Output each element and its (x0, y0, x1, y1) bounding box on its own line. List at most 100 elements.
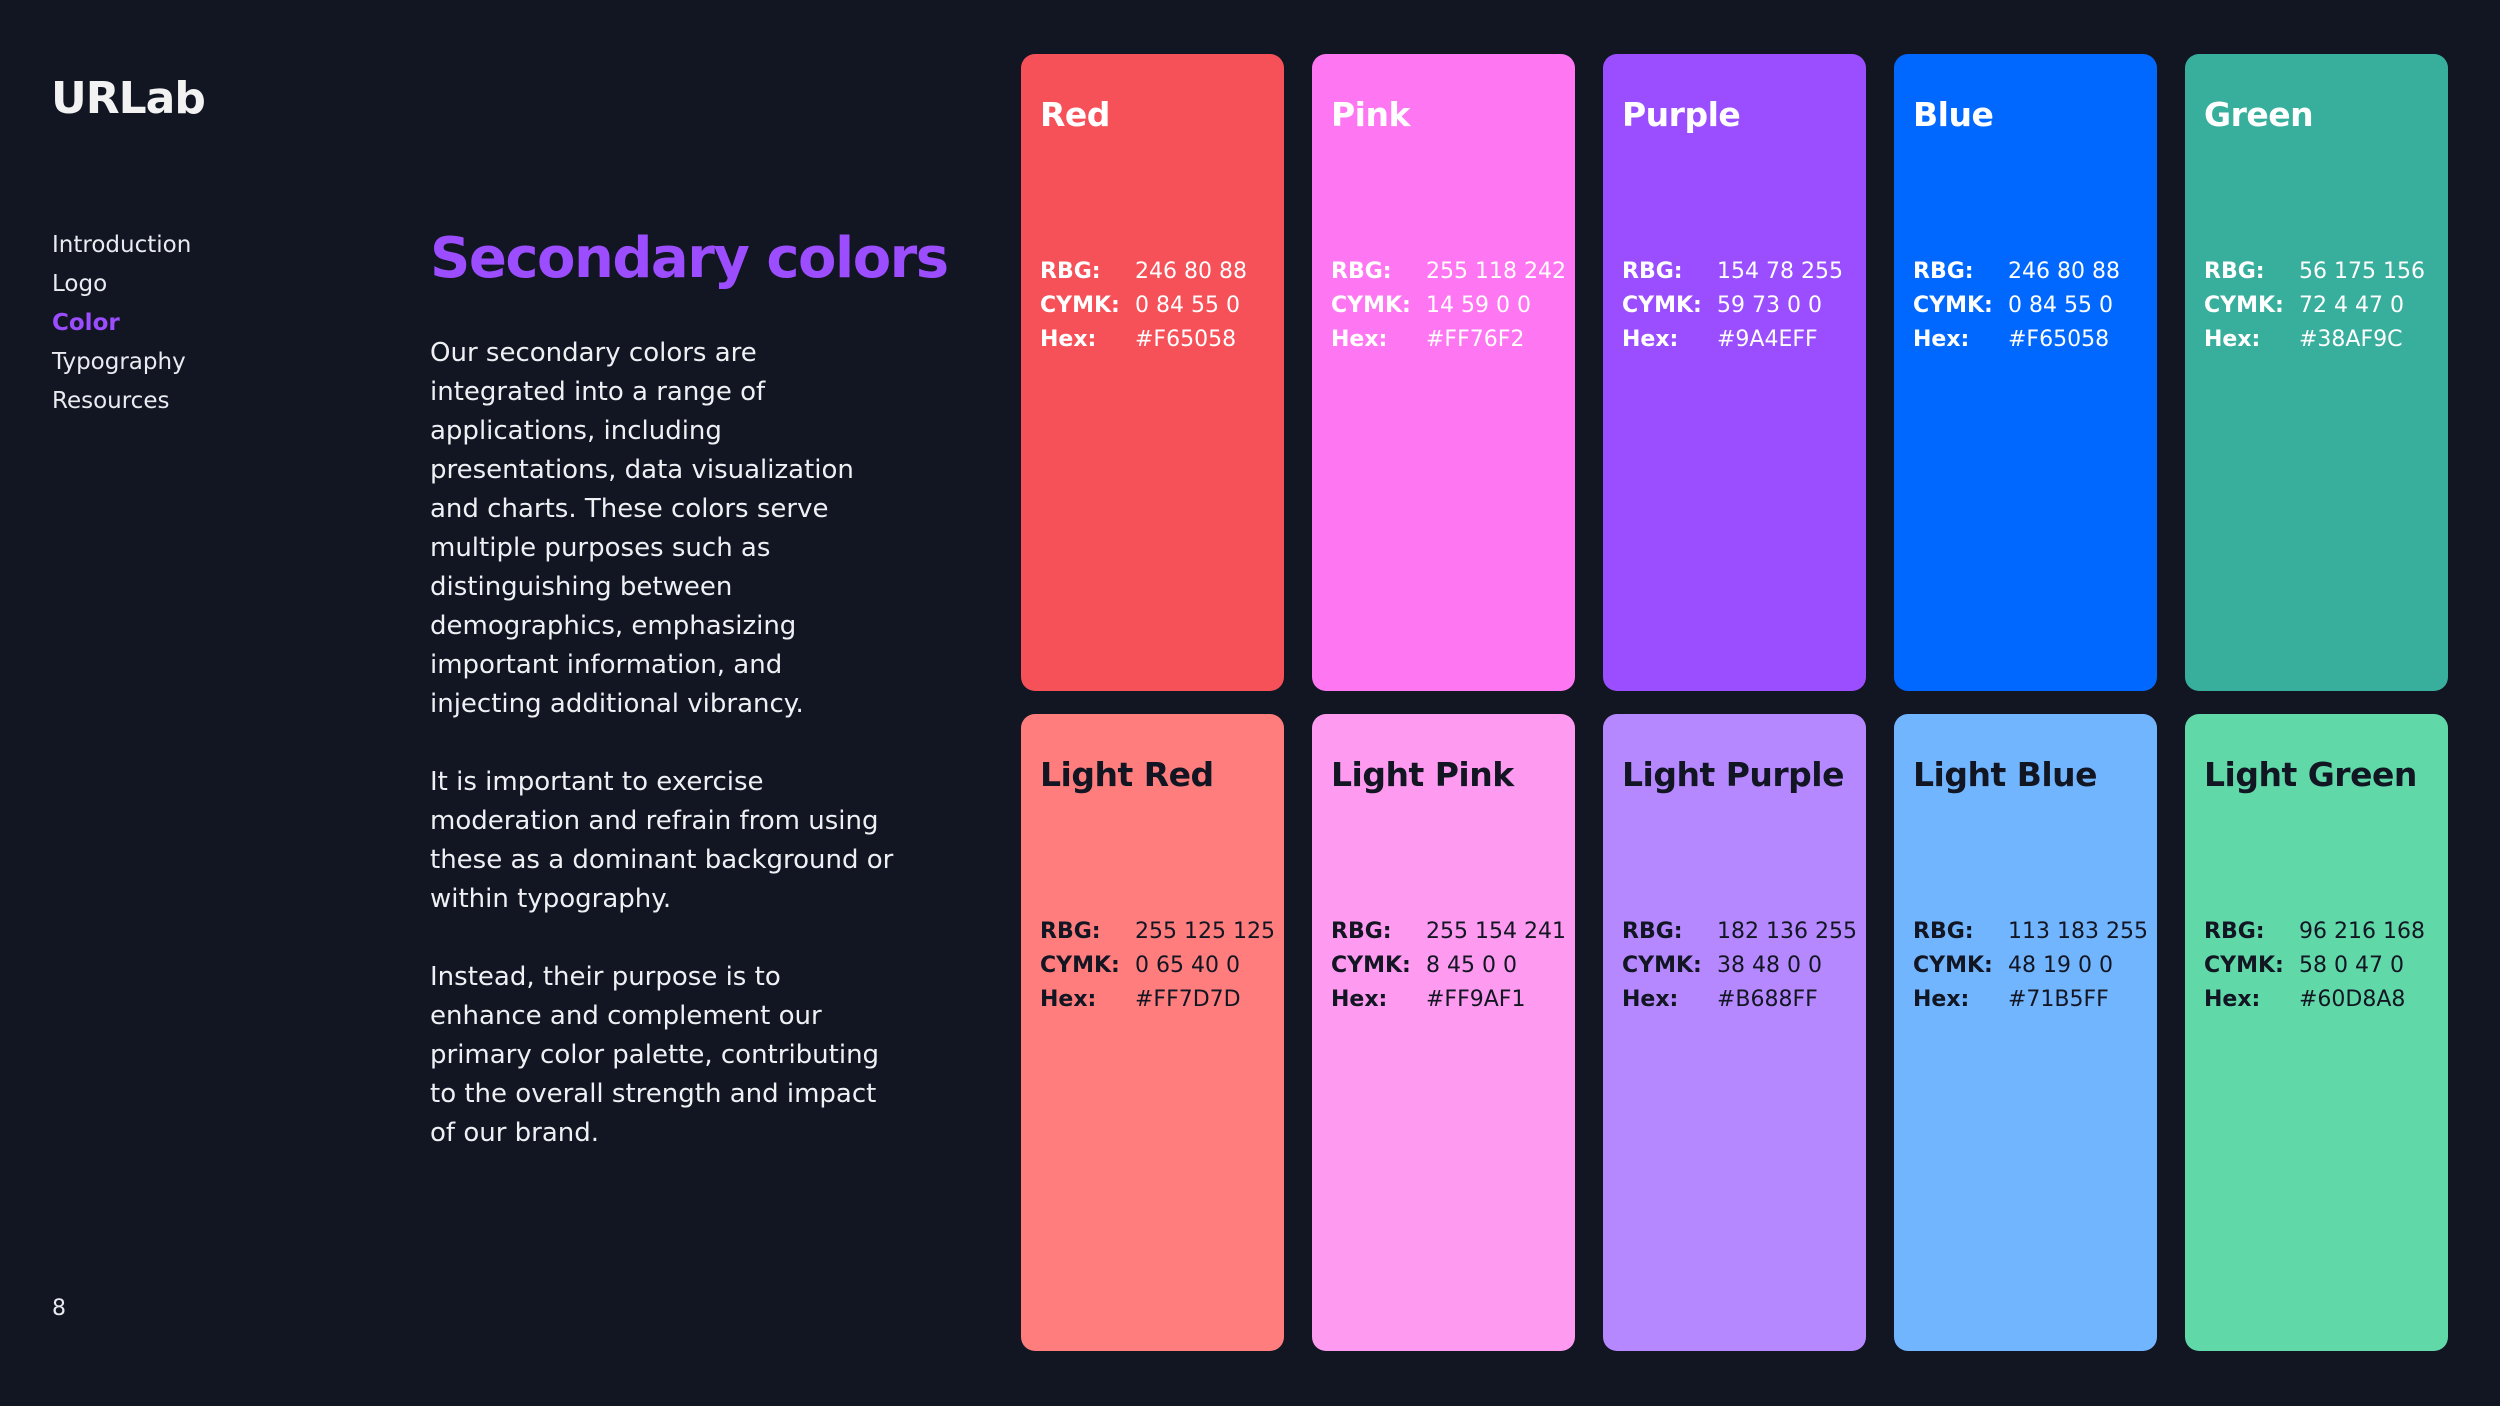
spec-value-cmyk: 0 84 55 0 (1135, 293, 1240, 318)
spec-row-hex: Hex: #FF76F2 (1331, 323, 1556, 357)
nav-item-introduction[interactable]: Introduction (52, 232, 192, 258)
spec-value-cmyk: 14 59 0 0 (1426, 293, 1531, 318)
spec-value-hex: #FF76F2 (1426, 327, 1525, 352)
spec-label-cmyk: CYMK: (1622, 953, 1702, 978)
spec-label-hex: Hex: (1331, 327, 1388, 352)
spec-label-hex: Hex: (1622, 987, 1679, 1012)
spec-row-cmyk: CYMK: 0 65 40 0 (1040, 949, 1265, 983)
spec-row-rgb: RBG: 182 136 255 (1622, 915, 1857, 949)
spec-value-rgb: 113 183 255 (2008, 919, 2148, 944)
spec-value-hex: #38AF9C (2299, 327, 2403, 352)
spec-row-rgb: RBG: 96 216 168 (2204, 915, 2429, 949)
nav-item-typography[interactable]: Typography (52, 349, 186, 375)
spec-row-cmyk: CYMK: 38 48 0 0 (1622, 949, 1847, 983)
spec-row-cmyk: CYMK: 58 0 47 0 (2204, 949, 2429, 983)
spec-row-rgb: RBG: 255 154 241 (1331, 915, 1566, 949)
color-swatch-red: Red RBG: 246 80 88 CYMK: 0 84 55 0 Hex: #F6505… (1021, 54, 1284, 691)
spec-value-rgb: 246 80 88 (2008, 259, 2120, 284)
nav-item-resources[interactable]: Resources (52, 388, 170, 414)
swatch-specs: RBG: 255 118 242 CYMK: 14 59 0 0 Hex: #FF76F2 (1331, 255, 1566, 357)
swatch-name: Blue (1913, 95, 1994, 134)
spec-value-hex: #60D8A8 (2299, 987, 2406, 1012)
color-swatch-pink: Pink RBG: 255 118 242 CYMK: 14 59 0 0 Hex: #FF… (1312, 54, 1575, 691)
spec-label-rgb: RBG: (1622, 259, 1683, 284)
spec-row-rgb: RBG: 255 118 242 (1331, 255, 1566, 289)
spec-row-hex: Hex: #B688FF (1622, 983, 1847, 1017)
swatch-name: Green (2204, 95, 2314, 134)
spec-label-cmyk: CYMK: (1331, 293, 1411, 318)
paragraph: It is important to exercise moderation a… (430, 767, 894, 914)
spec-value-hex: #B688FF (1717, 987, 1818, 1012)
spec-value-cmyk: 0 65 40 0 (1135, 953, 1240, 978)
spec-value-hex: #9A4EFF (1717, 327, 1818, 352)
spec-label-hex: Hex: (1913, 327, 1970, 352)
spec-label-rgb: RBG: (1040, 259, 1101, 284)
spec-label-hex: Hex: (1331, 987, 1388, 1012)
spec-value-rgb: 96 216 168 (2299, 919, 2425, 944)
spec-row-rgb: RBG: 113 183 255 (1913, 915, 2148, 949)
nav-item-color[interactable]: Color (52, 310, 120, 336)
section-nav: Introduction Logo Color Typography Resou… (52, 226, 191, 421)
swatch-specs: RBG: 255 125 125 CYMK: 0 65 40 0 Hex: #FF7D7D (1040, 915, 1275, 1017)
spec-value-cmyk: 38 48 0 0 (1717, 953, 1822, 978)
spec-row-rgb: RBG: 154 78 255 (1622, 255, 1847, 289)
spec-row-rgb: RBG: 255 125 125 (1040, 915, 1275, 949)
color-swatch-green: Green RBG: 56 175 156 CYMK: 72 4 47 0 Hex: #38… (2185, 54, 2448, 691)
spec-label-cmyk: CYMK: (1913, 953, 1993, 978)
swatch-specs: RBG: 113 183 255 CYMK: 48 19 0 0 Hex: #71B5FF (1913, 915, 2148, 1017)
spec-value-rgb: 182 136 255 (1717, 919, 1857, 944)
spec-row-cmyk: CYMK: 8 45 0 0 (1331, 949, 1556, 983)
swatch-specs: RBG: 56 175 156 CYMK: 72 4 47 0 Hex: #38AF9C (2204, 255, 2429, 357)
swatch-specs: RBG: 246 80 88 CYMK: 0 84 55 0 Hex: #F65058 (1040, 255, 1265, 357)
spec-row-cmyk: CYMK: 0 84 55 0 (1040, 289, 1265, 323)
brand-logo: URLab (51, 73, 206, 124)
spec-value-rgb: 255 125 125 (1135, 919, 1275, 944)
spec-row-cmyk: CYMK: 48 19 0 0 (1913, 949, 2138, 983)
spec-label-hex: Hex: (2204, 327, 2261, 352)
color-swatch-light-purple: Light Purple RBG: 182 136 255 CYMK: 38 48 0 … (1603, 714, 1866, 1351)
color-swatch-blue: Blue RBG: 246 80 88 CYMK: 0 84 55 0 Hex: #F650… (1894, 54, 2157, 691)
spec-label-hex: Hex: (1622, 327, 1679, 352)
spec-value-hex: #FF9AF1 (1426, 987, 1526, 1012)
color-swatch-light-blue: Light Blue RBG: 113 183 255 CYMK: 48 19 0 0 H… (1894, 714, 2157, 1351)
spec-row-cmyk: CYMK: 0 84 55 0 (1913, 289, 2138, 323)
spec-label-cmyk: CYMK: (1622, 293, 1702, 318)
spec-label-rgb: RBG: (1331, 259, 1392, 284)
spec-value-cmyk: 48 19 0 0 (2008, 953, 2113, 978)
spec-value-cmyk: 59 73 0 0 (1717, 293, 1822, 318)
spec-label-rgb: RBG: (1331, 919, 1392, 944)
spec-label-rgb: RBG: (2204, 259, 2265, 284)
spec-value-cmyk: 8 45 0 0 (1426, 953, 1517, 978)
spec-label-cmyk: CYMK: (1040, 293, 1120, 318)
spec-label-cmyk: CYMK: (1331, 953, 1411, 978)
spec-value-cmyk: 58 0 47 0 (2299, 953, 2404, 978)
color-swatch-light-red: Light Red RBG: 255 125 125 CYMK: 0 65 40 0 He… (1021, 714, 1284, 1351)
spec-row-hex: Hex: #60D8A8 (2204, 983, 2429, 1017)
spec-value-hex: #71B5FF (2008, 987, 2109, 1012)
spec-row-hex: Hex: #F65058 (1040, 323, 1265, 357)
swatch-name: Light Green (2204, 755, 2417, 794)
spec-row-cmyk: CYMK: 14 59 0 0 (1331, 289, 1556, 323)
spec-label-rgb: RBG: (1040, 919, 1101, 944)
spec-value-rgb: 246 80 88 (1135, 259, 1247, 284)
color-swatch-purple: Purple RBG: 154 78 255 CYMK: 59 73 0 0 Hex: #9… (1603, 54, 1866, 691)
swatch-name: Light Blue (1913, 755, 2098, 794)
spec-value-cmyk: 72 4 47 0 (2299, 293, 2404, 318)
spec-row-rgb: RBG: 56 175 156 (2204, 255, 2429, 289)
spec-row-rgb: RBG: 246 80 88 (1913, 255, 2138, 289)
swatch-name: Light Purple (1622, 755, 1845, 794)
swatch-name: Light Red (1040, 755, 1214, 794)
spec-label-hex: Hex: (1040, 987, 1097, 1012)
spec-value-hex: #F65058 (1135, 327, 1237, 352)
spec-value-rgb: 255 154 241 (1426, 919, 1566, 944)
spec-label-rgb: RBG: (1622, 919, 1683, 944)
spec-row-hex: Hex: #FF9AF1 (1331, 983, 1556, 1017)
spec-row-hex: Hex: #F65058 (1913, 323, 2138, 357)
swatch-specs: RBG: 154 78 255 CYMK: 59 73 0 0 Hex: #9A4EFF (1622, 255, 1847, 357)
spec-label-hex: Hex: (2204, 987, 2261, 1012)
spec-row-hex: Hex: #FF7D7D (1040, 983, 1265, 1017)
swatch-specs: RBG: 255 154 241 CYMK: 8 45 0 0 Hex: #FF9AF1 (1331, 915, 1566, 1017)
spec-label-rgb: RBG: (2204, 919, 2265, 944)
paragraph: Our secondary colors are integrated into… (430, 338, 854, 719)
nav-item-logo[interactable]: Logo (52, 271, 108, 297)
